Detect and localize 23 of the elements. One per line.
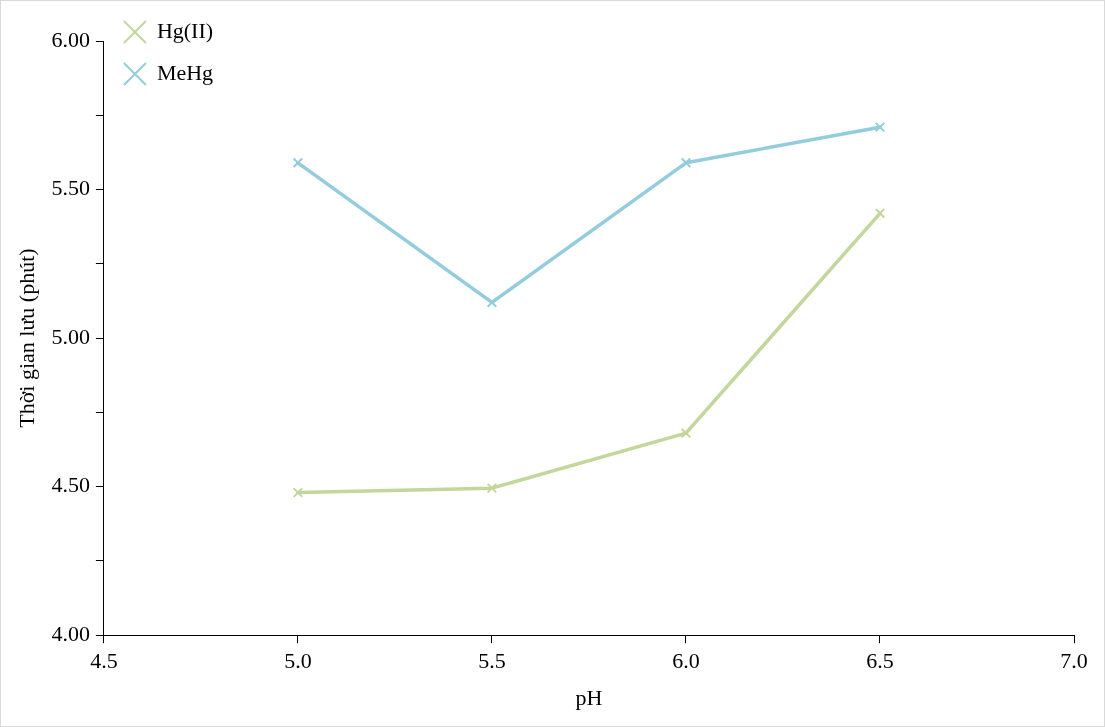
point	[292, 157, 304, 169]
point	[292, 487, 304, 498]
y-tick-label: 4.00	[51, 620, 90, 646]
legend-label: MeHg	[156, 59, 214, 85]
y-tick-label: 4.50	[51, 472, 90, 498]
x-tick-label: 4.5	[90, 648, 118, 674]
y-tick-label: 6.00	[51, 26, 90, 52]
point	[874, 121, 886, 133]
legend-label: Hg(II)	[156, 17, 214, 43]
x-tick-label: 6.0	[672, 648, 700, 674]
x-axis-title: pH	[575, 684, 603, 710]
x-tick-label: 7.0	[1060, 648, 1088, 674]
x-tick-label: 5.5	[478, 648, 506, 674]
point	[680, 427, 692, 439]
y-tick-label: 5.50	[51, 175, 90, 201]
point	[874, 208, 886, 219]
point	[486, 482, 498, 494]
y-axis-title: Thời gian lưu (phút)	[13, 248, 39, 428]
x-tick-label: 6.5	[866, 648, 894, 674]
y-tick-label: 5.00	[51, 323, 90, 349]
x-tick-label: 5.0	[284, 648, 312, 674]
point	[680, 157, 692, 169]
point	[486, 297, 498, 308]
